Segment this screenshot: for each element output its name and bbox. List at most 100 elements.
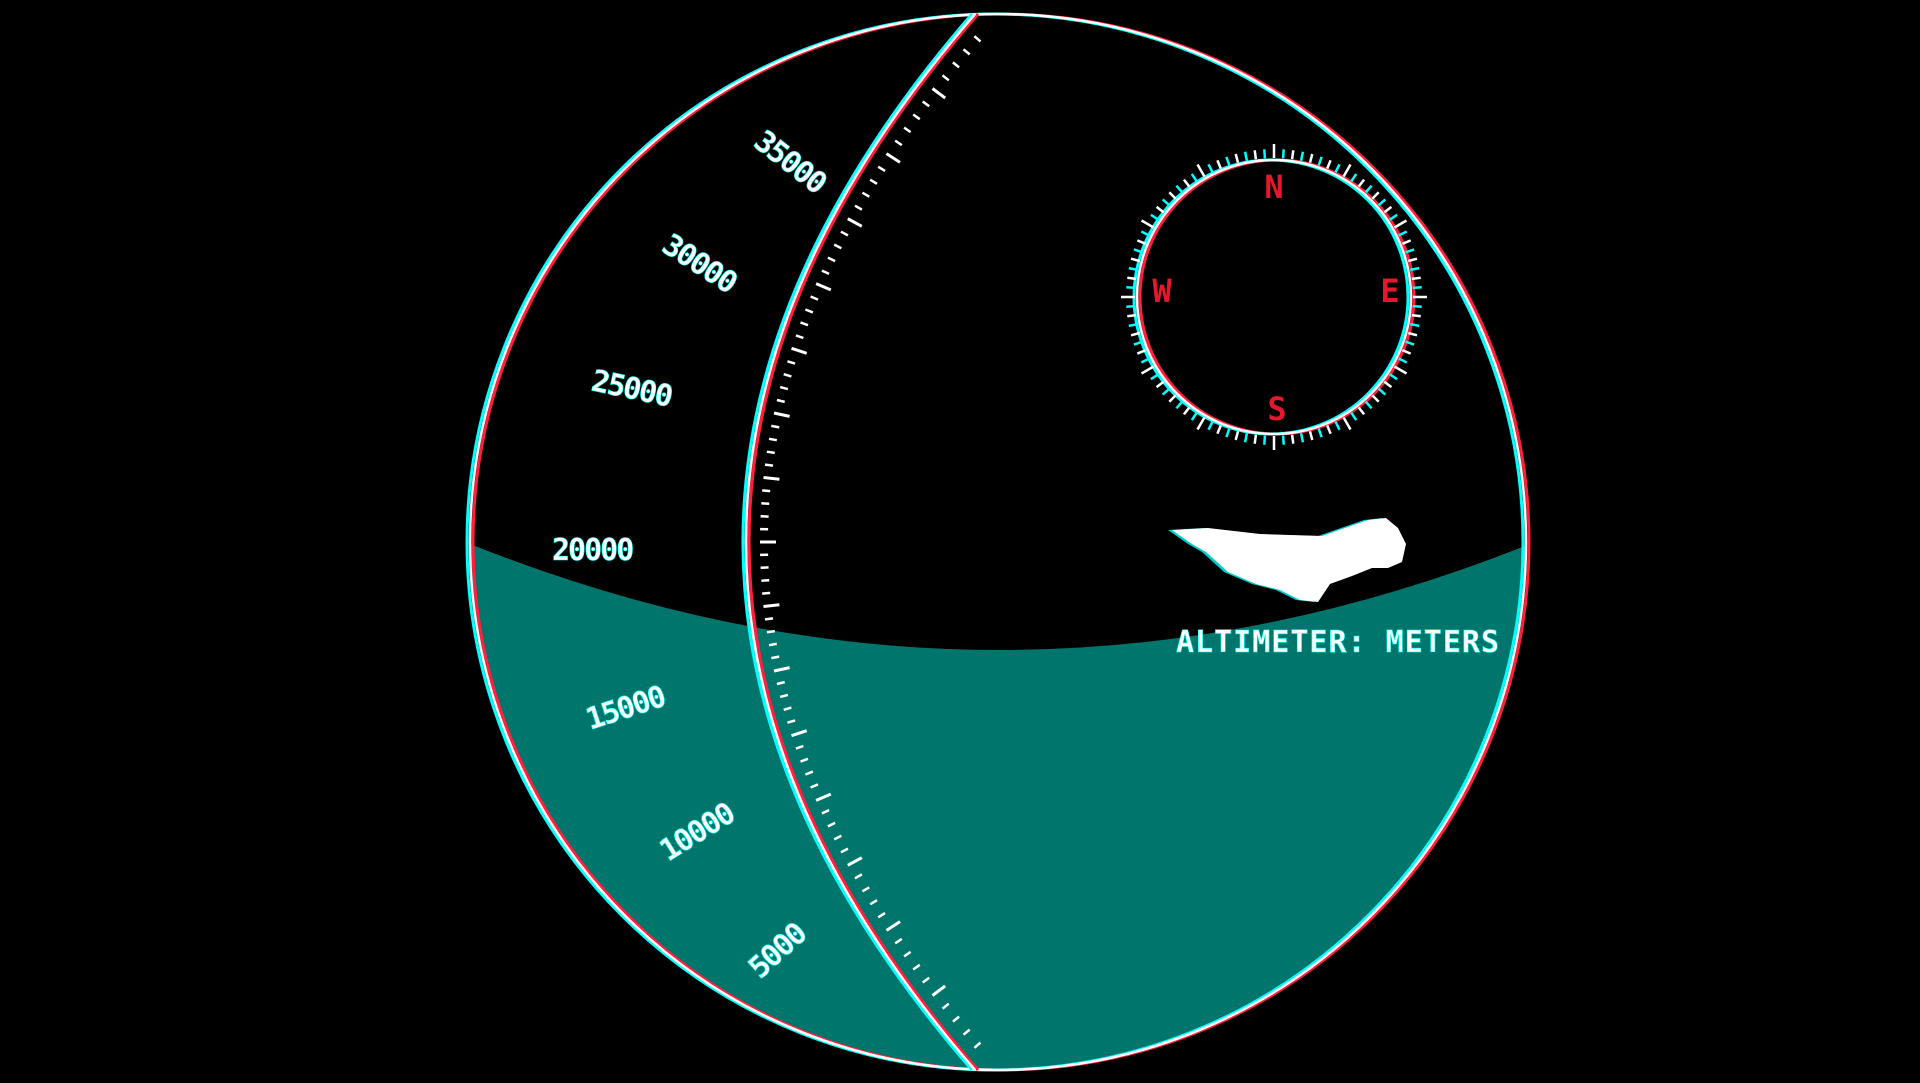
compass-tick — [1161, 198, 1171, 207]
compass-tick — [1299, 433, 1305, 443]
scale-tick — [783, 372, 792, 378]
compass-tick — [1364, 400, 1373, 410]
compass-tick — [1126, 304, 1136, 308]
scale-tick — [762, 489, 771, 493]
compass-tick — [1140, 219, 1155, 229]
scale-tick — [962, 1028, 971, 1036]
scale-tick — [773, 411, 790, 418]
compass-tick — [1317, 428, 1323, 438]
compass-tick — [1334, 163, 1341, 173]
compass-tick — [1263, 435, 1267, 445]
compass-tick — [1410, 266, 1420, 272]
scale-arc — [744, 13, 976, 1071]
compass-tick — [1398, 357, 1408, 364]
scale-tick — [877, 912, 886, 919]
compass-tick — [1253, 150, 1258, 160]
scale-tick — [800, 321, 809, 327]
compass: N E S W — [1121, 144, 1427, 450]
globe-outline — [468, 12, 1528, 1072]
compass-tick — [1281, 149, 1285, 159]
scale-tick — [973, 35, 982, 43]
compass-tick — [1155, 380, 1165, 389]
scale-tick — [791, 346, 808, 355]
compass-tick — [1398, 230, 1408, 237]
scale-tick — [821, 808, 830, 815]
scale-tick — [894, 937, 903, 945]
scale-tick — [787, 360, 796, 365]
scale-tick — [768, 437, 778, 442]
altimeter-caption: ALTIMETER: METERS — [1176, 625, 1500, 660]
compass-tick — [1207, 163, 1214, 173]
scale-tick — [854, 204, 863, 211]
compass-west: W — [1152, 272, 1172, 310]
scale-tick — [764, 463, 774, 467]
compass-tick — [1140, 230, 1150, 237]
compass-tick — [1393, 365, 1408, 375]
compass-east: E — [1380, 272, 1399, 310]
compass-tick — [1317, 156, 1323, 166]
compass-tick — [1175, 400, 1184, 410]
compass-tick — [1342, 163, 1352, 178]
compass-tick — [1281, 435, 1285, 445]
compass-tick — [1136, 349, 1147, 355]
compass-tick — [1128, 322, 1138, 328]
compass-tick — [1357, 406, 1366, 416]
compass-tick — [1140, 365, 1155, 375]
compass-tick — [1412, 286, 1422, 290]
scale-tick — [779, 693, 789, 699]
compass-tick — [1182, 406, 1191, 416]
compass-tick — [1308, 153, 1314, 164]
compass-tick — [1190, 173, 1198, 183]
scale-tick — [776, 680, 785, 686]
scale-tick — [941, 74, 950, 82]
scale-tick — [766, 629, 775, 634]
scale-tick — [791, 729, 808, 738]
compass-tick — [1357, 178, 1366, 188]
scale-label-25000: 25000 — [588, 364, 675, 415]
scale-tick — [763, 603, 780, 608]
scale-tick — [840, 847, 849, 854]
scale-tick — [952, 61, 960, 69]
scale-tick — [804, 770, 814, 776]
compass-tick — [1196, 163, 1206, 178]
scale-tick — [761, 502, 770, 506]
shuttle-silhouette-icon — [1168, 518, 1406, 602]
scale-tick — [771, 424, 780, 429]
scale-tick — [768, 642, 778, 647]
compass-tick — [1412, 304, 1422, 308]
scale-tick — [827, 256, 836, 263]
compass-tick — [1253, 434, 1258, 444]
compass-tick — [1290, 434, 1295, 444]
scale-tick — [941, 1002, 950, 1010]
scale-tick — [840, 230, 849, 237]
scale-tick — [869, 899, 878, 906]
compass-tick — [1168, 191, 1177, 200]
scale-tick — [903, 126, 912, 134]
compass-tick — [1207, 421, 1214, 431]
compass-tick — [1216, 159, 1222, 170]
scale-tick — [847, 217, 863, 228]
compass-tick — [1377, 198, 1387, 207]
compass-tick — [1383, 205, 1393, 214]
compass-tick — [1334, 421, 1341, 431]
scale-tick — [761, 578, 770, 582]
compass-tick — [1243, 433, 1249, 443]
compass-tick — [1411, 313, 1421, 318]
compass-tick — [1326, 424, 1332, 435]
compass-tick — [1196, 416, 1206, 431]
compass-tick — [1342, 416, 1352, 431]
compass-tick — [1411, 276, 1421, 281]
scale-label-30000: 30000 — [656, 227, 743, 301]
scale-arc-red — [747, 13, 980, 1071]
compass-ring — [1135, 158, 1413, 436]
scale-tick — [861, 886, 870, 893]
compass-tick — [1407, 257, 1418, 263]
scale-tick — [894, 139, 903, 147]
compass-tick — [1127, 313, 1137, 318]
scale-tick — [766, 450, 775, 455]
scale-tick — [776, 398, 785, 404]
scale-tick — [771, 655, 780, 660]
compass-tick — [1130, 331, 1141, 337]
scale-tick — [921, 976, 930, 984]
